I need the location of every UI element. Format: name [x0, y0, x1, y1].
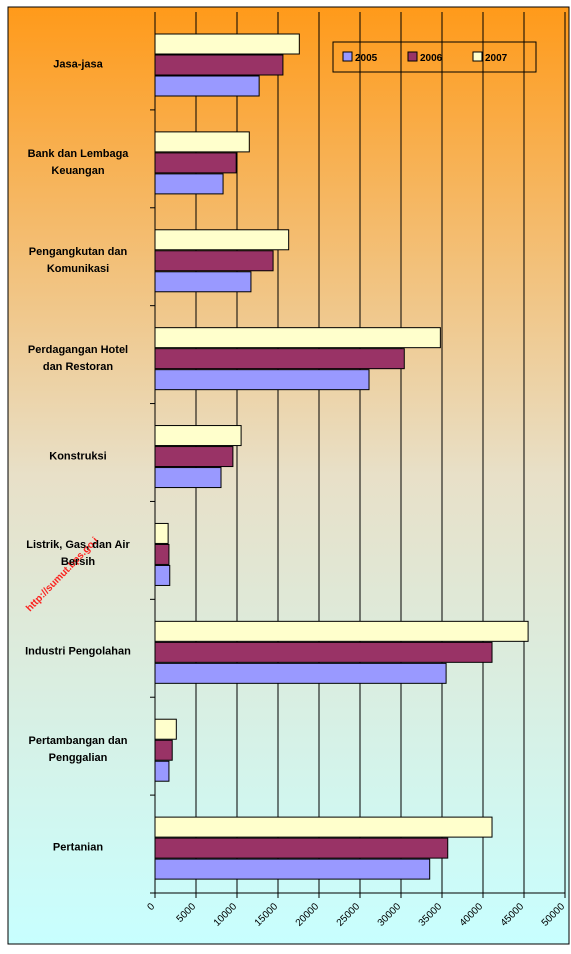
legend-label: 2005: [355, 53, 378, 64]
legend-box: [332, 41, 537, 73]
bar: [154, 620, 529, 642]
bar: [154, 760, 170, 782]
y-tick-label: Perdagangan Hotel dan Restoran: [27, 343, 129, 373]
y-tick-label: Pengangkutan dan Komunikasi: [28, 245, 128, 275]
y-tick-label: Listrik, Gas, dan Air Bersih: [26, 539, 130, 569]
legend-swatch: [342, 51, 353, 62]
bar: [154, 75, 260, 97]
bar: [154, 739, 173, 761]
bar: [154, 271, 252, 293]
y-tick-label: Konstruksi: [49, 450, 107, 462]
bar: [154, 662, 447, 684]
y-tick-label: Pertambangan dan Penggalian: [28, 735, 128, 765]
bar: [154, 467, 222, 489]
legend-swatch: [472, 51, 483, 62]
bar: [154, 229, 290, 251]
y-tick-label: Jasa-jasa: [53, 58, 103, 71]
bar: [154, 54, 284, 76]
bar: [154, 369, 370, 391]
bar: [154, 327, 441, 349]
y-tick-label: Pertanian: [52, 841, 104, 854]
legend-label: 2006: [420, 53, 443, 64]
bar: [154, 250, 274, 272]
legend-label: 2007: [485, 53, 508, 64]
bar: [154, 33, 300, 55]
bar: [154, 425, 242, 447]
bar: [154, 152, 237, 174]
bar: [154, 543, 170, 565]
y-tick-label: Bank dan Lembaga Keuangan: [27, 147, 129, 177]
bar: [154, 131, 250, 153]
bar: [154, 837, 449, 859]
bar: [154, 858, 431, 880]
bar: [154, 446, 234, 468]
chart-background: [7, 6, 570, 945]
y-tick-label: Industri Pengolahan: [25, 645, 131, 658]
bar: [154, 564, 171, 586]
bar: [154, 718, 177, 740]
legend-swatch: [407, 51, 418, 62]
bar: [154, 348, 405, 370]
bar: [154, 816, 493, 838]
bar: [154, 522, 169, 544]
bar: [154, 173, 224, 195]
bar: [154, 641, 493, 663]
